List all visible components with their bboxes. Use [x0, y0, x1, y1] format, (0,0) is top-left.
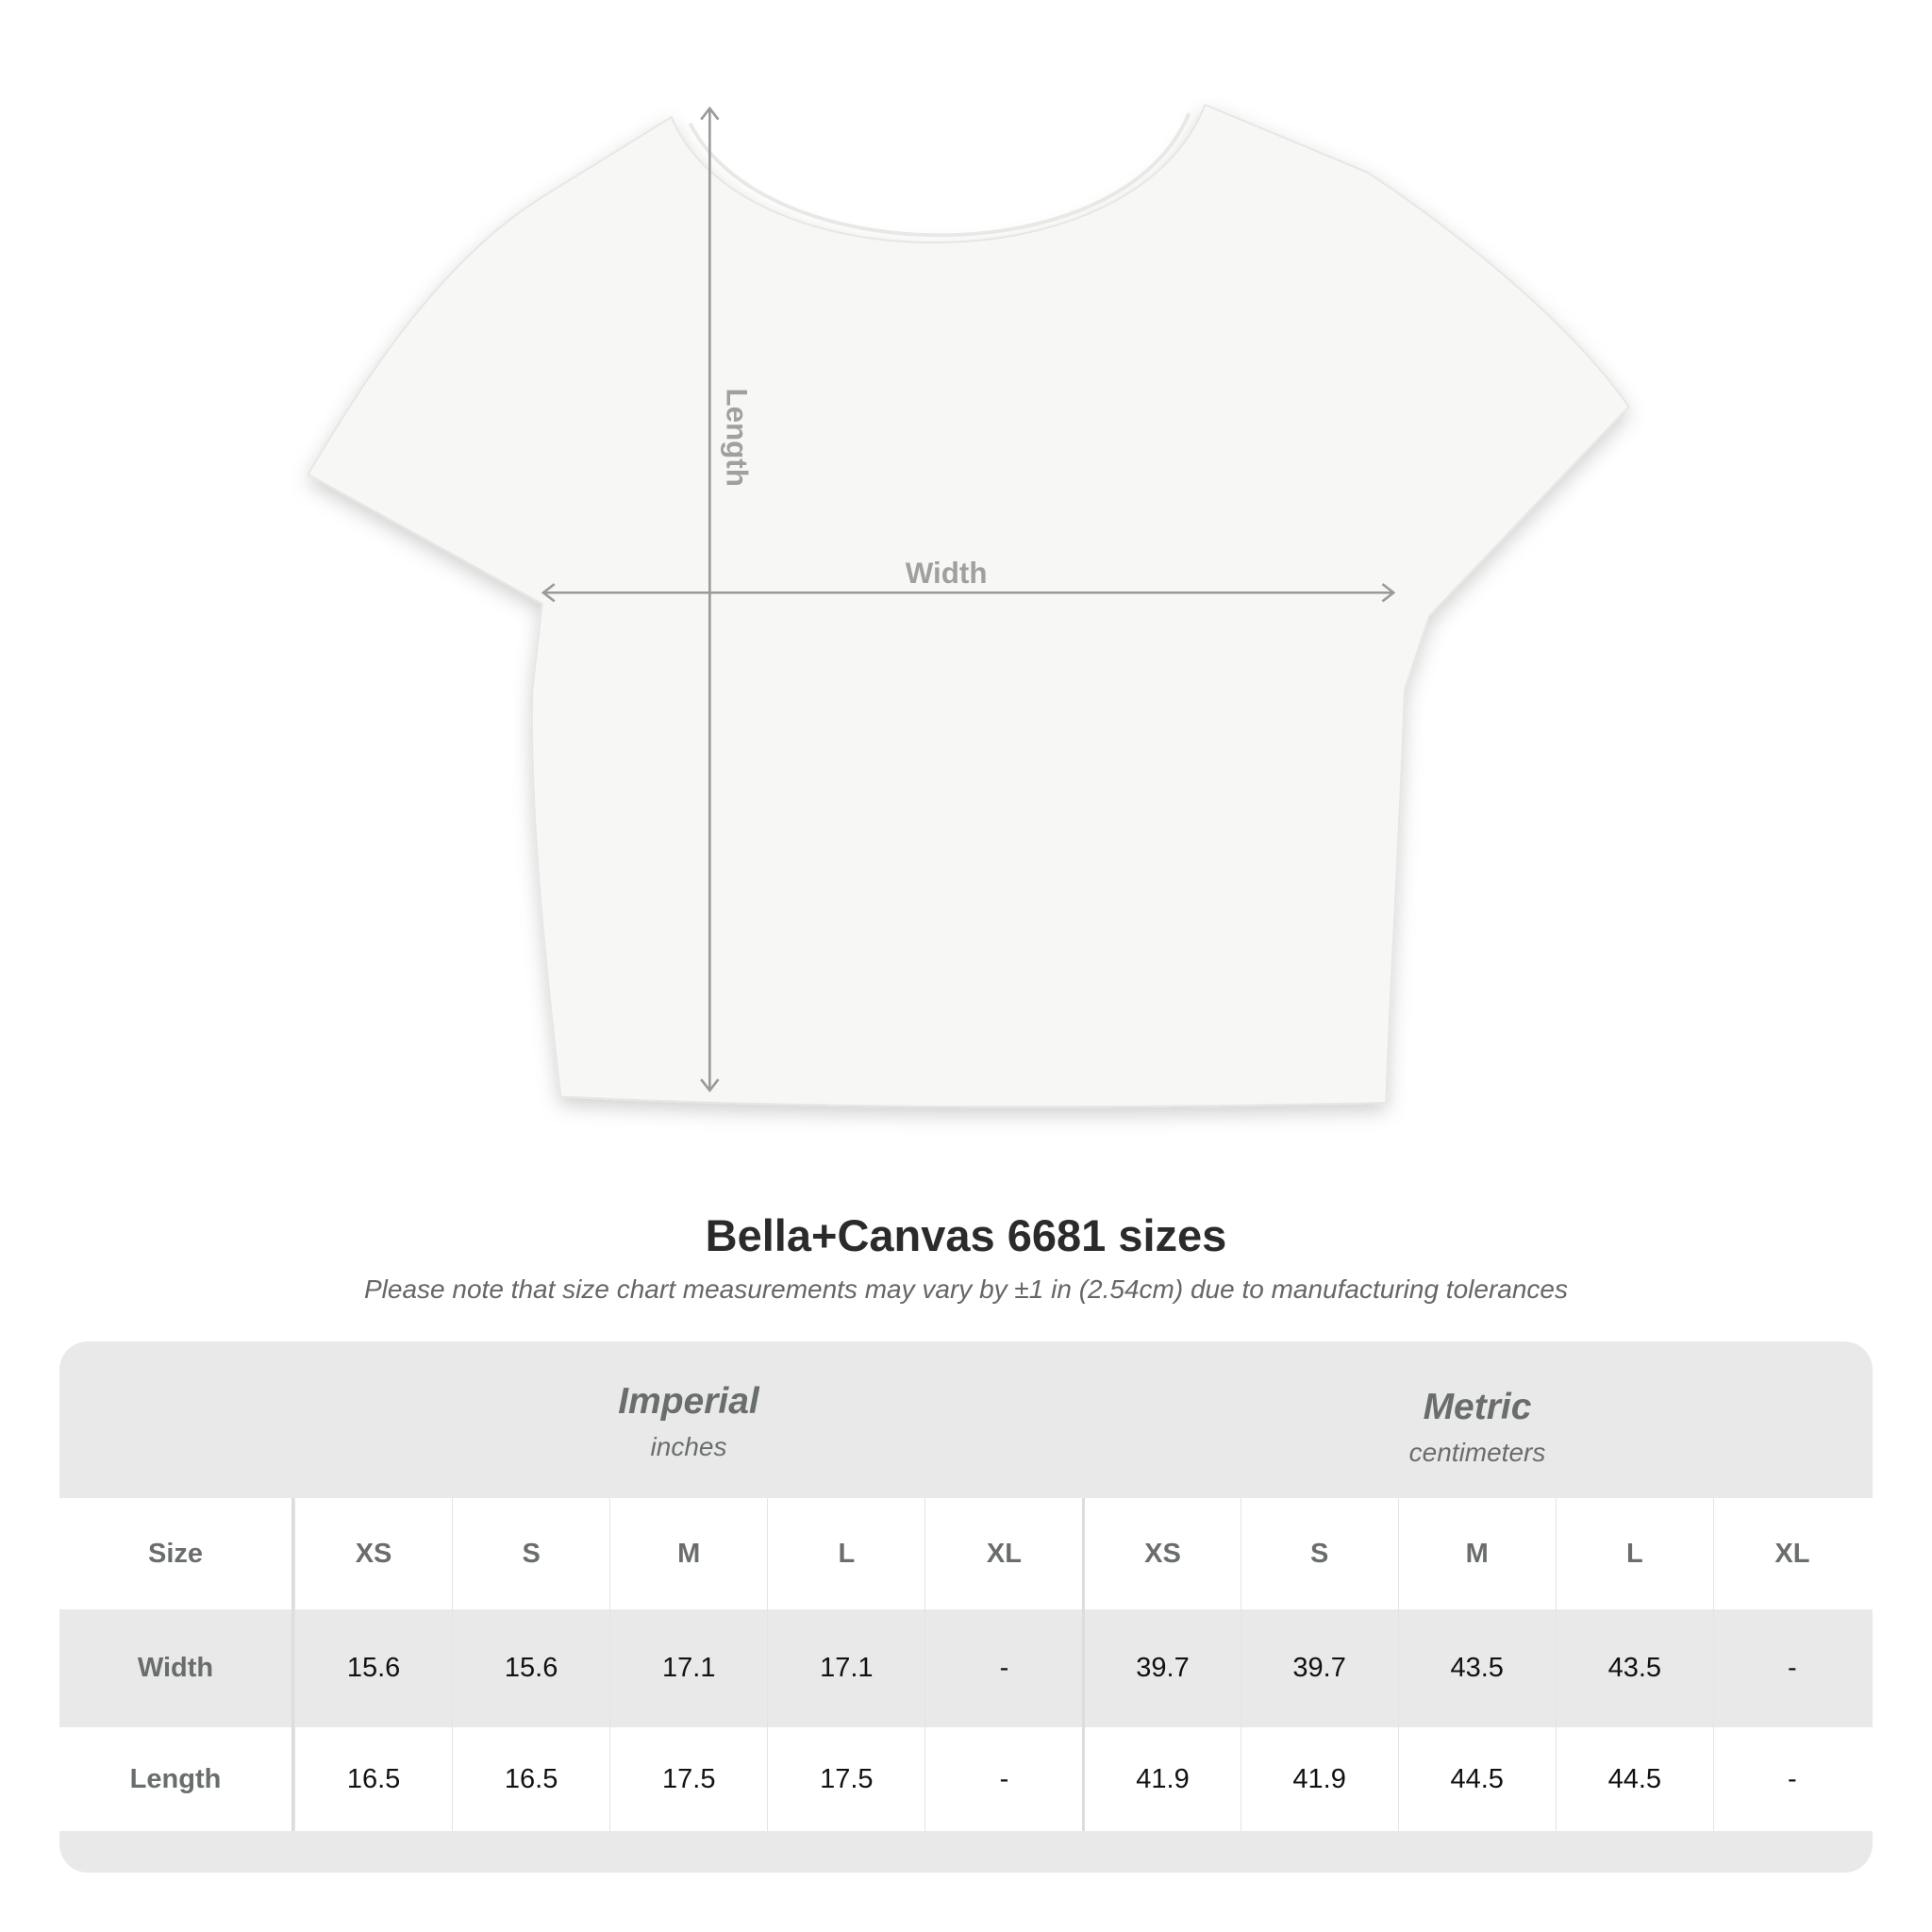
size-header: XL — [1712, 1498, 1871, 1609]
table-cell: - — [924, 1609, 1082, 1727]
length-label: Length — [721, 388, 754, 486]
table-cell: 15.6 — [452, 1609, 609, 1727]
page-title: Bella+Canvas 6681 sizes — [705, 1210, 1227, 1260]
imperial-group: Imperial inches — [294, 1381, 1083, 1538]
table-cell: - — [924, 1727, 1082, 1831]
tolerance-note: Please note that size chart measurements… — [364, 1274, 1568, 1304]
table-cell: 15.6 — [294, 1609, 452, 1727]
t-shirt-image — [307, 103, 1630, 1108]
row-label: Width — [59, 1609, 294, 1727]
table-cell: 44.5 — [1397, 1727, 1556, 1831]
table-cell: - — [1712, 1609, 1871, 1727]
table-cell: 17.5 — [609, 1727, 767, 1831]
size-header: S — [452, 1498, 609, 1609]
size-header: XL — [924, 1498, 1082, 1609]
metric-group: Metric centimeters — [1083, 1387, 1872, 1543]
table-cell: - — [1712, 1727, 1871, 1831]
metric-unit: centimeters — [1408, 1438, 1546, 1467]
size-header: XS — [294, 1498, 452, 1609]
imperial-unit: inches — [650, 1432, 727, 1461]
size-header: L — [1555, 1498, 1713, 1609]
length-arrow — [700, 106, 720, 1093]
width-label: Width — [906, 557, 988, 590]
table-cell: 16.5 — [452, 1727, 609, 1831]
table-cell: 44.5 — [1555, 1727, 1713, 1831]
size-header-row: Size XS S M L XL XS S M L XL — [59, 1498, 1873, 1609]
size-header: S — [1240, 1498, 1398, 1609]
table-cell: 41.9 — [1240, 1727, 1398, 1831]
width-arrow — [541, 583, 1396, 603]
table-cell: 17.1 — [609, 1609, 767, 1727]
table-row: Length 16.5 16.5 17.5 17.5-41.9 41.9 44.5 44.5- — [59, 1727, 1873, 1831]
size-header: XS — [1082, 1498, 1240, 1609]
table-cell: 43.5 — [1555, 1609, 1713, 1727]
row-label: Length — [59, 1727, 294, 1831]
table-cell: 39.7 — [1240, 1609, 1398, 1727]
table-cell: 16.5 — [294, 1727, 452, 1831]
size-table: Imperial inches Metric centimeters Size X… — [59, 1341, 1873, 1873]
imperial-title: Imperial — [618, 1381, 759, 1422]
row-label: Size — [59, 1498, 294, 1609]
size-header: L — [767, 1498, 924, 1609]
table-cell: 41.9 — [1082, 1727, 1240, 1831]
table-cell: 17.1 — [767, 1609, 924, 1727]
size-header: M — [1397, 1498, 1556, 1609]
metric-title: Metric — [1423, 1387, 1532, 1427]
size-header: M — [609, 1498, 767, 1609]
table-cell: 39.7 — [1082, 1609, 1240, 1727]
table-cell: 43.5 — [1397, 1609, 1556, 1727]
table-cell: 17.5 — [767, 1727, 924, 1831]
table-row: Width 15.6 15.6 17.1 17.1-39.7 39.7 43.5 43.5- — [59, 1609, 1873, 1727]
